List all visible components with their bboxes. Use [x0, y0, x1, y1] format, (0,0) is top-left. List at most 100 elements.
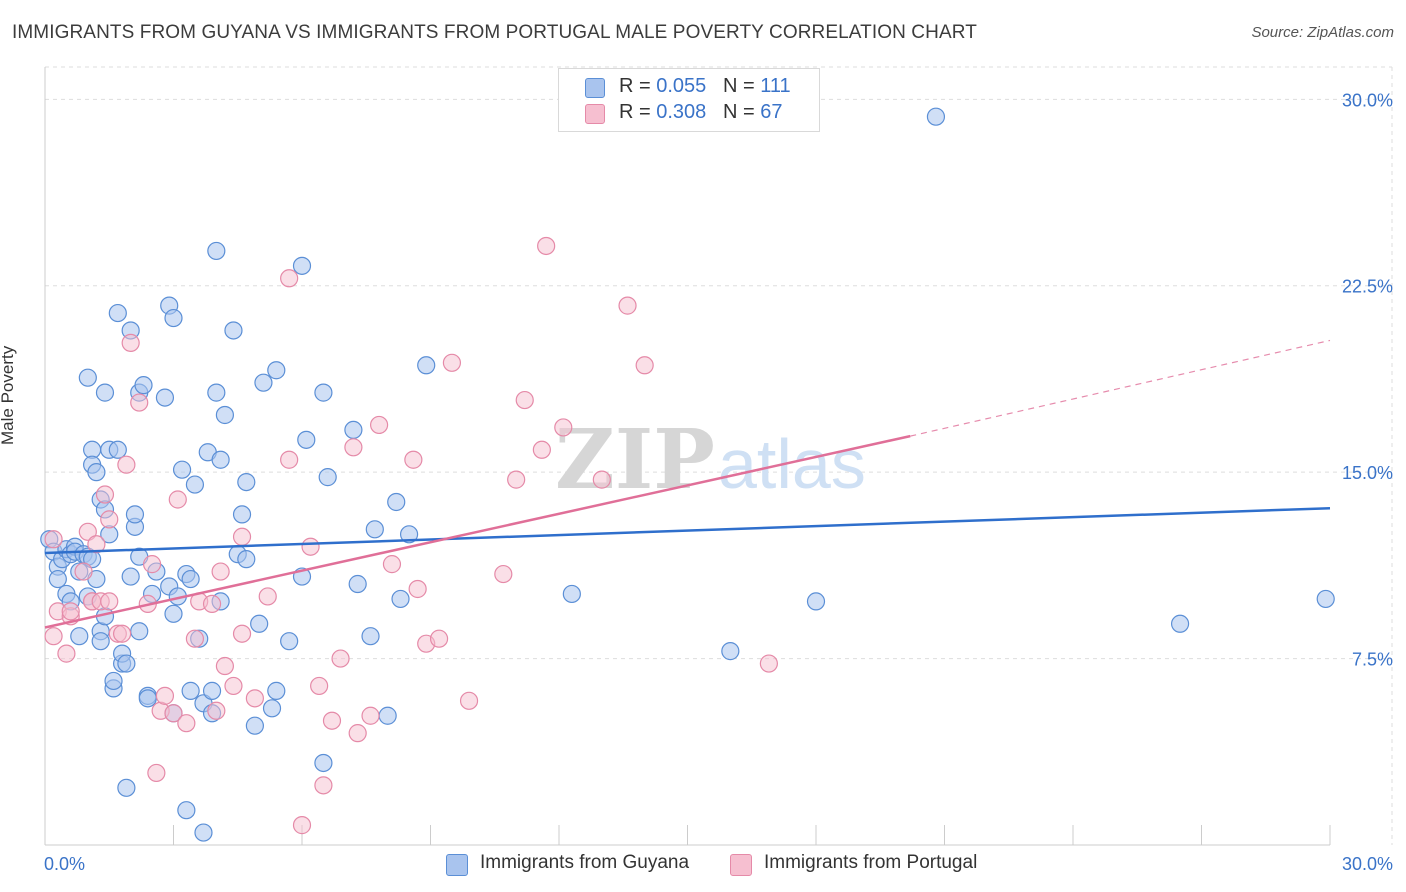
portugal-point — [78, 522, 97, 541]
guyana-point — [207, 383, 226, 402]
portugal-point — [202, 594, 222, 613]
portugal-point — [532, 440, 551, 459]
guyana-point — [172, 460, 192, 479]
guyana-point — [194, 823, 213, 842]
portugal-point — [245, 689, 264, 708]
guyana-point — [224, 321, 243, 340]
guyana-trend-line — [44, 506, 1331, 555]
guyana-point — [134, 376, 153, 395]
portugal-point — [292, 816, 312, 835]
legend-text-guyana: R = 0.055 N = 111 — [619, 75, 791, 98]
guyana-point — [181, 681, 200, 700]
portugal-point — [95, 485, 115, 504]
legend-n-label: N = — [722, 75, 761, 97]
guyana-point — [91, 632, 110, 651]
guyana-point — [562, 584, 581, 604]
x-tick-label: 30.0% — [1342, 854, 1393, 874]
portugal-point — [211, 562, 230, 581]
guyana-point — [207, 241, 226, 261]
guyana-point — [87, 463, 106, 482]
portugal-point — [618, 296, 637, 315]
guyana-point — [245, 716, 264, 735]
guyana-point — [378, 706, 397, 725]
portugal-point — [370, 415, 389, 435]
guyana-point — [417, 356, 436, 375]
guyana-point — [1316, 589, 1335, 609]
portugal-point — [348, 724, 367, 743]
guyana-point — [130, 622, 149, 641]
portugal-point — [61, 602, 80, 621]
guyana-point — [202, 681, 222, 700]
guyana-point — [926, 107, 946, 126]
guyana-point — [138, 689, 157, 708]
portugal-point — [44, 627, 63, 646]
portugal-point — [404, 450, 423, 469]
series-label-portugal: Immigrants from Portugal — [764, 852, 978, 873]
y-tick-label: 22.5% — [1342, 277, 1393, 297]
guyana-point — [125, 505, 145, 524]
portugal-point — [232, 624, 252, 643]
guyana-point — [254, 373, 273, 392]
portugal-point — [44, 530, 63, 549]
guyana-point — [117, 778, 136, 797]
watermark-zip: ZIP — [555, 412, 715, 508]
portugal-point — [164, 704, 183, 723]
x-tick-label: 0.0% — [44, 854, 85, 874]
portugal-point — [224, 676, 243, 696]
guyana-point — [108, 440, 127, 459]
guyana-point — [314, 753, 333, 773]
chart-title: IMMIGRANTS FROM GUYANA VS IMMIGRANTS FRO… — [12, 22, 977, 43]
guyana-point — [237, 550, 256, 569]
guyana-point — [104, 671, 123, 691]
guyana-point — [267, 681, 286, 700]
guyana-point — [181, 569, 200, 589]
portugal-point — [310, 676, 329, 696]
legend-text-portugal: R = 0.308 N = 67 — [619, 101, 782, 124]
portugal-point — [100, 510, 119, 529]
guyana-point — [365, 520, 384, 539]
guyana-point — [399, 525, 419, 544]
guyana-point — [78, 368, 97, 387]
guyana-point — [95, 383, 115, 402]
legend-r-label: R = — [619, 101, 657, 123]
portugal-point — [554, 418, 573, 437]
portugal-point — [215, 656, 234, 676]
axes — [44, 67, 1331, 846]
guyana-point — [387, 492, 406, 512]
guyana-point — [344, 420, 363, 440]
guyana-point — [177, 801, 196, 820]
portugal-point — [361, 706, 380, 725]
portugal-point — [322, 711, 342, 730]
guyana-point — [292, 256, 312, 275]
guyana-point — [164, 604, 183, 623]
guyana-point — [215, 405, 234, 425]
guyana-point — [48, 569, 67, 589]
portugal-point — [592, 470, 611, 489]
guyana-point — [211, 450, 230, 469]
portugal-point — [117, 455, 136, 474]
watermark-atlas: atlas — [718, 425, 866, 503]
watermark: ZIP atlas — [555, 412, 866, 508]
guyana-point — [391, 589, 410, 609]
correlation-legend: R = 0.055 N = 111 R = 0.308 N = 67 — [558, 68, 820, 132]
guyana-point — [806, 592, 826, 611]
guyana-point — [297, 430, 316, 449]
guyana-point — [70, 627, 89, 646]
guyana-point — [318, 468, 337, 487]
portugal-point — [87, 535, 106, 554]
portugal-point — [100, 592, 119, 611]
guyana-point — [361, 627, 380, 646]
guyana-point — [232, 505, 252, 524]
portugal-point — [112, 624, 132, 643]
portugal-point — [168, 490, 187, 509]
portugal-points — [44, 236, 778, 835]
legend-r-value: 0.055 — [656, 75, 707, 97]
guyana-point — [117, 654, 136, 673]
legend-r-label: R = — [619, 75, 657, 97]
portugal-point — [494, 564, 513, 584]
portugal-point — [408, 579, 427, 599]
portugal-point — [442, 353, 462, 372]
legend-swatch-portugal — [585, 104, 605, 124]
portugal-point — [74, 562, 93, 581]
portugal-point — [382, 555, 402, 574]
